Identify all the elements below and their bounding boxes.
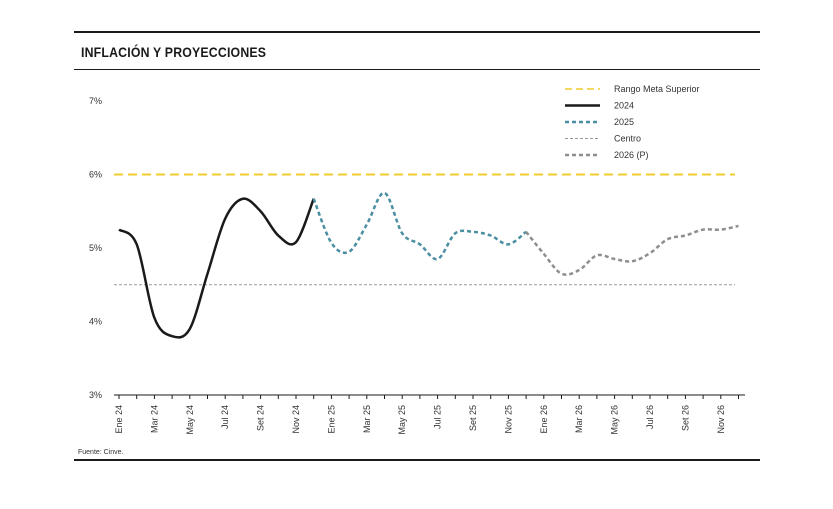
x-tick-label: Nov 24	[291, 405, 301, 434]
x-tick-label: Nov 25	[503, 405, 513, 434]
footer-rule	[74, 459, 760, 461]
series-line	[118, 197, 315, 339]
x-tick-label: Ene 26	[539, 405, 549, 434]
legend-label: 2025	[614, 117, 634, 127]
x-tick-label: Set 26	[680, 405, 690, 431]
x-tick-label: Mar 24	[149, 405, 159, 433]
x-tick-label: Ene 25	[326, 405, 336, 434]
header-bottom-rule	[74, 69, 760, 70]
x-tick-label: Set 25	[468, 405, 478, 431]
y-tick-label: 5%	[89, 243, 102, 253]
x-tick-label: May 25	[397, 405, 407, 435]
series-line	[525, 224, 739, 276]
legend: Rango Meta Superior 2024 2025 Centro 2026 (P…	[565, 84, 700, 160]
x-tick-label: Set 24	[256, 405, 266, 431]
x-tick-label: Jul 24	[220, 405, 230, 429]
legend-label: 2024	[614, 101, 634, 111]
y-tick-label: 4%	[89, 317, 102, 327]
legend-label: 2026 (P)	[614, 150, 649, 160]
source-note: Fuente: Cinve.	[78, 449, 124, 456]
y-axis-labels: 3% 4% 5% 6% 7%	[89, 96, 102, 400]
legend-label: Centro	[614, 134, 641, 144]
y-tick-label: 3%	[89, 390, 102, 400]
legend-label: Rango Meta Superior	[614, 84, 700, 94]
series-lines	[118, 191, 739, 339]
x-tick-label: May 24	[185, 405, 195, 435]
y-tick-label: 7%	[89, 96, 102, 106]
series-line	[312, 191, 527, 261]
header-top-rule	[74, 31, 760, 33]
y-tick-label: 6%	[89, 170, 102, 180]
x-axis: Ene 24 Mar 24 May 24 Jul 24 Set 24 Nov 24 Ene …	[114, 394, 745, 435]
x-tick-label: Jul 26	[645, 405, 655, 429]
x-tick-label: May 26	[610, 405, 620, 435]
x-tick-label: Nov 26	[716, 405, 726, 434]
reference-lines	[114, 173, 735, 286]
x-tick-label: Ene 24	[114, 405, 124, 434]
x-tick-label: Mar 26	[574, 405, 584, 433]
x-tick-label: Mar 25	[362, 405, 372, 433]
x-tick-label: Jul 25	[433, 405, 443, 429]
chart-title: INFLACIÓN Y PROYECCIONES	[81, 44, 267, 60]
